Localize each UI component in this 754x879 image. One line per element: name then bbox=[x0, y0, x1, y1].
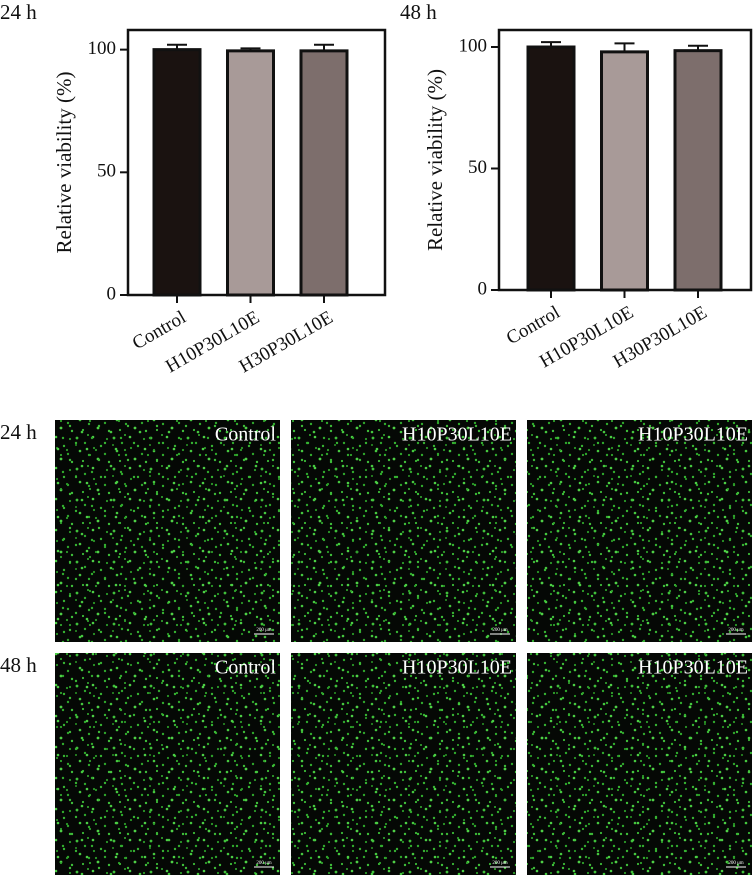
panel-label: H10P30L10E bbox=[402, 657, 512, 679]
y-tick-label: 100 bbox=[459, 35, 488, 56]
scale-bar-label: 200 μm bbox=[256, 628, 271, 633]
y-axis-label: Relative viability (%) bbox=[52, 72, 76, 254]
y-tick-label: 50 bbox=[468, 157, 487, 178]
panel-label: Control bbox=[215, 657, 277, 679]
bar bbox=[299, 49, 349, 297]
y-tick-label: 0 bbox=[107, 283, 117, 304]
micrograph-cells bbox=[291, 653, 516, 875]
panel-label: H10P30L10E bbox=[638, 657, 748, 679]
bar bbox=[152, 48, 202, 297]
bar bbox=[673, 49, 723, 292]
scale-bar-label: 200 μm bbox=[728, 628, 743, 633]
chart-title: 48 h bbox=[400, 0, 437, 24]
scale-bar-label: 200 μm bbox=[256, 861, 271, 866]
micrograph-cells bbox=[291, 420, 516, 642]
y-tick-label: 50 bbox=[97, 161, 116, 182]
scale-bar-label: 200 μm bbox=[728, 861, 743, 866]
row-label: 24 h bbox=[0, 420, 37, 444]
bar bbox=[600, 50, 649, 292]
micrograph-cells bbox=[55, 653, 280, 875]
row-label: 48 h bbox=[0, 653, 37, 677]
micrograph-cells bbox=[527, 420, 752, 642]
x-tick-label: Control bbox=[129, 307, 190, 354]
x-tick-label: Control bbox=[503, 302, 564, 349]
y-tick-label: 100 bbox=[88, 38, 117, 59]
scale-bar-label: 200 μm bbox=[492, 628, 507, 633]
bar bbox=[226, 49, 275, 297]
bar bbox=[526, 45, 576, 292]
y-tick-label: 0 bbox=[478, 278, 488, 299]
y-axis-label: Relative viability (%) bbox=[423, 69, 447, 251]
scale-bar-label: 200 μm bbox=[492, 861, 507, 866]
panel-label: H10P30L10E bbox=[638, 424, 748, 446]
panel-label: Control bbox=[215, 424, 277, 446]
plot-frame bbox=[126, 28, 387, 297]
chart-title: 24 h bbox=[0, 0, 37, 24]
panel-label: H10P30L10E bbox=[402, 424, 512, 446]
micrograph-cells bbox=[55, 420, 280, 642]
micrograph-cells bbox=[527, 653, 752, 875]
plot-frame bbox=[497, 28, 753, 292]
